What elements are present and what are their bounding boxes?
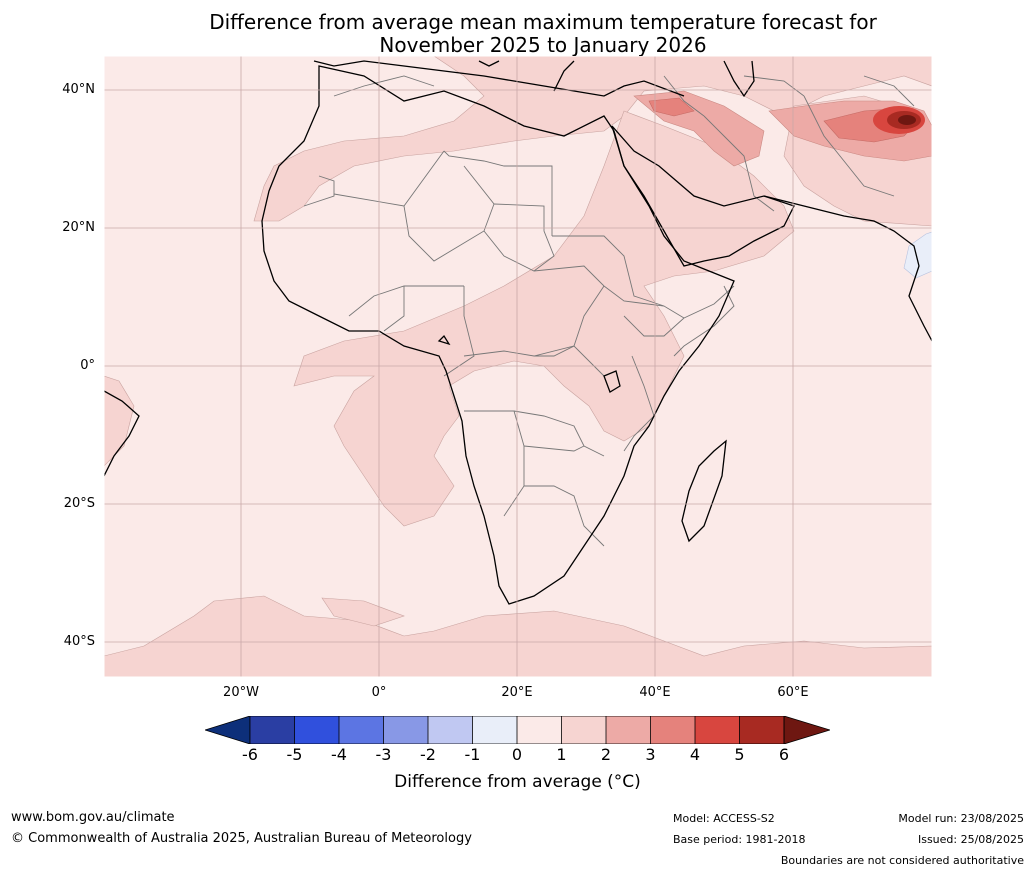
lon-label-40e: 40°E [639, 685, 671, 700]
colorbar-swatch [561, 716, 606, 744]
lat-label-0: 0° [80, 358, 95, 373]
gridlines [104, 56, 932, 677]
colorbar-tick: -5 [286, 745, 303, 764]
lon-label-0: 0° [371, 685, 387, 700]
colorbar-tick: -3 [375, 745, 392, 764]
colorbar-tick: -6 [242, 745, 258, 764]
colorbar-swatch [695, 716, 740, 744]
colorbar-tick: 4 [689, 745, 701, 764]
footer-model-run: Model run: 23/08/2025 [898, 812, 1024, 825]
colorbar [205, 716, 830, 744]
colorbar-tick: 2 [600, 745, 612, 764]
colorbar-swatch [250, 716, 295, 744]
colorbar-tick: 6 [778, 745, 790, 764]
colorbar-swatch [472, 716, 517, 744]
footer-website: www.bom.gov.au/climate [11, 810, 175, 825]
anomaly-above-6-zone [898, 115, 916, 125]
colorbar-swatch [294, 716, 339, 744]
colorbar-swatch [339, 716, 384, 744]
colorbar-swatch [739, 716, 784, 744]
colorbar-extend-high [783, 716, 830, 744]
colorbar-swatch [517, 716, 562, 744]
lon-label-20e: 20°E [501, 685, 533, 700]
footer-disclaimer: Boundaries are not considered authoritat… [780, 854, 1024, 867]
colorbar-swatch [383, 716, 428, 744]
colorbar-tick: 3 [645, 745, 656, 764]
chart-title-line2: November 2025 to January 2026 [379, 33, 707, 57]
colorbar-tick: 0 [511, 745, 523, 764]
forecast-map [104, 56, 932, 677]
chart-title-line1: Difference from average mean maximum tem… [209, 10, 877, 34]
footer-issued: Issued: 25/08/2025 [917, 833, 1024, 846]
footer-model: Model: ACCESS-S2 [673, 812, 775, 825]
lat-label-20s: 20°S [63, 496, 95, 511]
colorbar-swatch [428, 716, 473, 744]
colorbar-tick: 1 [556, 745, 567, 764]
colorbar-tick: -4 [331, 745, 347, 764]
footer-base-period: Base period: 1981-2018 [673, 833, 806, 846]
colorbar-tick: -1 [464, 745, 481, 764]
lat-label-40s: 40°S [63, 634, 95, 649]
lon-label-60e: 60°E [777, 685, 809, 700]
colorbar-label: Difference from average (°C) [394, 772, 641, 792]
colorbar-swatch [650, 716, 695, 744]
colorbar-extend-low [205, 716, 251, 744]
lat-label-20n: 20°N [62, 220, 95, 235]
footer-copyright: © Commonwealth of Australia 2025, Austra… [11, 831, 472, 846]
colorbar-swatch [606, 716, 651, 744]
colorbar-tick: 5 [734, 745, 745, 764]
lat-label-40n: 40°N [62, 82, 95, 97]
country-borders [303, 75, 915, 547]
coastlines [104, 60, 932, 605]
lon-label-20w: 20°W [223, 685, 259, 700]
colorbar-tick: -2 [420, 745, 436, 764]
anomaly-cool-zone [903, 231, 932, 279]
